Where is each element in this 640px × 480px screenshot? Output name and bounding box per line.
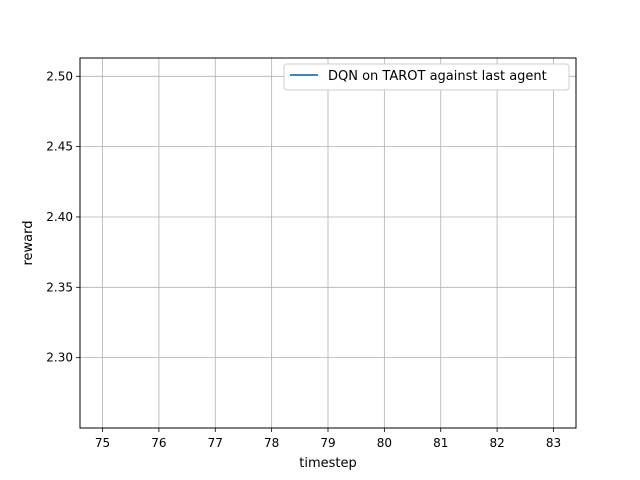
y-tick-label: 2.50	[46, 69, 73, 83]
x-tick-label: 77	[208, 436, 223, 450]
x-tick-label: 83	[546, 436, 561, 450]
legend-box	[283, 63, 570, 91]
x-tick-label: 82	[489, 436, 504, 450]
x-axis: 75 76 77 78 79 80 81 82 83	[95, 428, 561, 450]
x-tick-label: 80	[377, 436, 392, 450]
legend: DQN on TAROT against last agent	[283, 63, 570, 91]
legend-entry-label: DQN on TAROT against last agent	[328, 69, 547, 84]
y-tick-label: 2.30	[46, 351, 73, 365]
x-tick-label: 78	[264, 436, 279, 450]
x-tick-label: 79	[320, 436, 335, 450]
x-axis-label: timestep	[299, 456, 357, 471]
x-tick-label: 81	[433, 436, 448, 450]
y-tick-label: 2.40	[46, 210, 73, 224]
y-axis: 2.30 2.35 2.40 2.45 2.50	[46, 69, 80, 365]
y-tick-label: 2.35	[46, 280, 73, 294]
x-tick-label: 75	[95, 436, 110, 450]
grid	[80, 58, 576, 428]
y-tick-label: 2.45	[46, 140, 73, 154]
x-tick-label: 76	[151, 436, 166, 450]
y-axis-label: reward	[21, 220, 36, 265]
